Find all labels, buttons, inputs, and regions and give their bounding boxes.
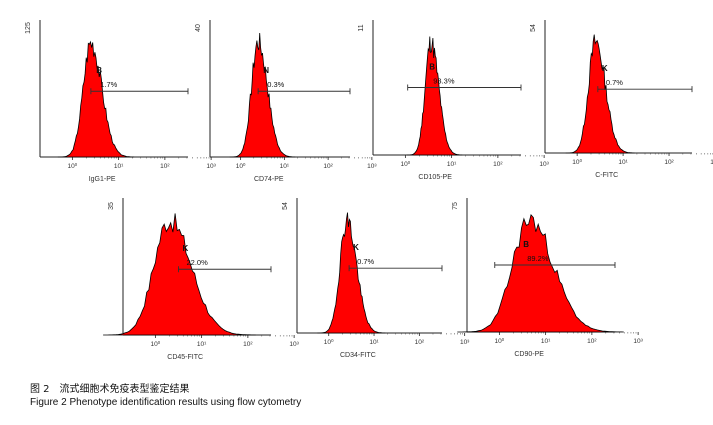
- histogram-area: [565, 34, 635, 154]
- y-axis-max-label: 54: [282, 202, 289, 210]
- x-tick-label: 10¹: [369, 339, 379, 346]
- x-tick-label: 10²: [160, 163, 170, 170]
- x-tick-label: 10²: [664, 159, 674, 166]
- x-axis-label: CD74-PE: [254, 176, 284, 183]
- histogram-panel-1: 125 10⁰ 10¹ 10² 10³ IgG1-PE B 1.7%: [25, 20, 217, 183]
- y-axis-max-label: 35: [108, 202, 115, 210]
- gate-letter: B: [96, 66, 102, 75]
- x-tick-label: 10²: [587, 338, 597, 345]
- histogram-panel-4: 54 10⁰ 10¹ 10² 10³ C-FITC K 0.7%: [530, 20, 713, 179]
- x-tick-label: 10¹: [618, 159, 628, 166]
- x-tick-label: 10¹: [114, 163, 124, 170]
- x-tick-label: 10¹: [541, 338, 551, 345]
- gate-percent-label: 0.7%: [606, 78, 623, 87]
- histogram-area: [103, 213, 256, 336]
- x-tick-label: 10³: [367, 163, 377, 170]
- gate-letter: K: [602, 64, 608, 73]
- gate-percent-label: 0.3%: [267, 80, 284, 89]
- x-tick-label: 10³: [633, 338, 643, 345]
- x-tick-label: 10²: [415, 339, 425, 346]
- gate-letter: K: [353, 243, 359, 252]
- x-tick-label: 10⁰: [572, 158, 582, 166]
- histogram-area: [317, 212, 386, 334]
- histogram-area: [457, 213, 624, 333]
- x-tick-label: 10⁰: [150, 340, 160, 348]
- gate-percent-label: 1.7%: [100, 80, 117, 89]
- figure-caption-chinese: 图 2 流式细胞术免疫表型鉴定结果: [30, 384, 190, 395]
- gate-percent-label: 22.0%: [187, 258, 209, 267]
- histogram-area: [57, 40, 135, 158]
- histogram-area: [406, 36, 463, 156]
- gate-letter: B: [523, 240, 529, 249]
- y-axis-max-label: 11: [358, 24, 365, 31]
- x-tick-label: 10³: [710, 159, 713, 166]
- histogram-panel-3: 11 10⁰ 10¹ 10² 10³ CD105-PE B 93.3%: [358, 20, 550, 181]
- gate-percent-label: 0.7%: [357, 257, 374, 266]
- x-tick-label: 10⁰: [400, 160, 410, 168]
- x-axis-label: CD34-FITC: [340, 352, 376, 359]
- x-tick-label: 10⁰: [236, 162, 246, 170]
- x-tick-label: 10⁰: [324, 338, 334, 346]
- x-axis-label: CD45-FITC: [167, 354, 203, 361]
- gate-letter: K: [183, 244, 189, 253]
- x-tick-label: 10³: [460, 339, 470, 346]
- histogram-area: [229, 32, 296, 158]
- gate-percent-label: 89.2%: [527, 254, 549, 263]
- x-tick-label: 10⁰: [67, 162, 77, 170]
- y-axis-max-label: 125: [25, 22, 32, 34]
- x-axis-label: IgG1-PE: [89, 176, 116, 183]
- gate-letter: B: [429, 63, 435, 72]
- x-tick-label: 10¹: [197, 341, 207, 348]
- x-tick-label: 10³: [539, 161, 549, 168]
- x-axis-label: CD105-PE: [418, 174, 452, 181]
- x-tick-label: 10²: [243, 341, 253, 348]
- x-tick-label: 10⁰: [494, 337, 504, 345]
- x-axis-label: C-FITC: [595, 172, 618, 179]
- x-tick-label: 10²: [493, 161, 503, 168]
- x-axis-label: CD90-PE: [514, 351, 544, 358]
- y-axis-max-label: 40: [195, 24, 202, 32]
- x-tick-label: 10¹: [280, 163, 290, 170]
- x-tick-label: 10¹: [447, 161, 457, 168]
- x-tick-label: 10³: [289, 341, 299, 348]
- histogram-panel-2: 40 10⁰ 10¹ 10² 10³ CD74-PE N 0.3%: [195, 20, 377, 183]
- y-axis-max-label: 54: [530, 24, 537, 32]
- x-tick-label: 10³: [206, 163, 216, 170]
- gate-percent-label: 93.3%: [433, 77, 455, 86]
- x-tick-label: 10²: [323, 163, 333, 170]
- figure-caption-english: Figure 2 Phenotype identification result…: [30, 397, 302, 408]
- y-axis-max-label: 75: [452, 202, 459, 210]
- histogram-panel-6: 54 10⁰ 10¹ 10² 10³ CD34-FITC K 0.7%: [282, 198, 470, 359]
- histogram-panel-7: 75 10⁰ 10¹ 10² 10³ CD90-PE B 89.2%: [452, 198, 644, 358]
- histogram-panel-5: 35 10⁰ 10¹ 10² 10³ CD45-FITC K 22.0%: [103, 198, 300, 361]
- gate-letter: N: [263, 66, 269, 75]
